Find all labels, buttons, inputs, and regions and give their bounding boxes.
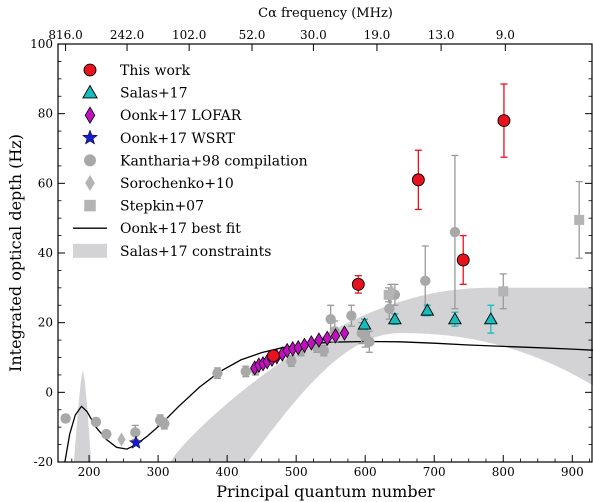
top-tick-label: 30.0 bbox=[300, 28, 327, 42]
salas-constraint-band-secondary bbox=[73, 369, 92, 462]
y-tick-label: 80 bbox=[38, 107, 53, 121]
x-tick-label: 400 bbox=[216, 465, 239, 479]
marker-kantharia-98-compilation bbox=[101, 428, 112, 440]
marker-oonk-17-wsrt bbox=[81, 129, 99, 145]
marker-kantharia-98-compilation bbox=[240, 366, 251, 377]
top-tick-label: 102.0 bbox=[172, 28, 206, 42]
marker-this-work bbox=[351, 277, 365, 291]
marker-oonk-17-lofar bbox=[306, 335, 317, 351]
marker-kantharia-98-compilation bbox=[346, 310, 357, 321]
marker-stepkin-07 bbox=[84, 199, 96, 212]
marker-stepkin-07 bbox=[574, 214, 585, 225]
legend-label: Oonk+17 WSRT bbox=[120, 131, 236, 147]
y-tick-label: 40 bbox=[38, 246, 53, 260]
legend-label: Oonk+17 LOFAR bbox=[120, 108, 242, 124]
data-markers bbox=[60, 114, 585, 449]
top-tick-label: 816.0 bbox=[48, 28, 82, 42]
y-tick-label: 100 bbox=[30, 37, 53, 51]
axis-ticks bbox=[58, 43, 592, 463]
marker-this-work bbox=[83, 63, 97, 77]
marker-kantharia-98-compilation bbox=[449, 226, 461, 238]
marker-salas-17 bbox=[483, 312, 498, 325]
x-tick-label: 900 bbox=[561, 465, 584, 479]
y-tick-label: -20 bbox=[34, 455, 53, 469]
top-axis-label: Cα frequency (MHz) bbox=[258, 6, 393, 21]
x-tick-label: 200 bbox=[78, 465, 101, 479]
marker-kantharia-98-compilation bbox=[84, 154, 96, 167]
marker-kantharia-98-compilation bbox=[325, 313, 336, 325]
y-tick-label: 20 bbox=[38, 316, 53, 330]
top-tick-label: 52.0 bbox=[239, 28, 266, 42]
marker-kantharia-98-compilation bbox=[130, 427, 141, 438]
marker-oonk-17-lofar bbox=[330, 328, 341, 344]
marker-salas-17 bbox=[82, 84, 98, 99]
x-axis-label: Principal quantum number bbox=[216, 482, 435, 501]
marker-kantharia-98-compilation bbox=[60, 413, 71, 424]
marker-kantharia-98-compilation bbox=[159, 418, 170, 429]
legend-label: Oonk+17 best fit bbox=[120, 221, 241, 237]
top-tick-label: 19.0 bbox=[364, 28, 391, 42]
marker-kantharia-98-compilation bbox=[90, 416, 102, 428]
legend-label: Salas+17 constraints bbox=[120, 244, 271, 260]
legend-label: This work bbox=[120, 63, 191, 79]
x-tick-label: 500 bbox=[285, 465, 308, 479]
marker-kantharia-98-compilation bbox=[318, 345, 329, 356]
marker-salas-17 bbox=[357, 317, 372, 330]
marker-kantharia-98-compilation bbox=[420, 275, 431, 287]
legend-label: Kantharia+98 compilation bbox=[120, 153, 308, 169]
x-tick-label: 700 bbox=[423, 465, 446, 479]
x-tick-label: 600 bbox=[354, 465, 377, 479]
legend-label: Sorochenko+10 bbox=[120, 176, 234, 192]
top-tick-label: 13.0 bbox=[428, 28, 455, 42]
marker-kantharia-98-compilation bbox=[212, 367, 223, 379]
marker-stepkin-07 bbox=[383, 289, 394, 300]
x-tick-label: 800 bbox=[492, 465, 515, 479]
marker-kantharia-98-compilation bbox=[364, 336, 375, 348]
marker-this-work bbox=[411, 173, 425, 187]
marker-salas-17 bbox=[420, 303, 435, 316]
legend-label: Stepkin+07 bbox=[120, 199, 204, 215]
x-tick-label: 300 bbox=[147, 465, 170, 479]
y-axis-label: Integrated optical depth (Hz) bbox=[6, 134, 25, 372]
marker-sorochenko-10 bbox=[85, 174, 95, 192]
marker-kantharia-98-compilation bbox=[286, 355, 297, 367]
marker-oonk-17-lofar bbox=[339, 325, 350, 341]
legend: This work Salas+17 Oonk+17 LOFAR Oonk+17 WS… bbox=[73, 63, 308, 260]
marker-this-work bbox=[266, 349, 280, 363]
y-tick-label: 0 bbox=[45, 385, 53, 399]
marker-oonk-17-lofar bbox=[84, 106, 96, 125]
legend-band-swatch bbox=[73, 243, 107, 258]
marker-kantharia-98-compilation bbox=[384, 303, 395, 314]
constraint-band bbox=[73, 287, 593, 462]
y-tick-label: 60 bbox=[38, 176, 53, 190]
marker-salas-17 bbox=[447, 312, 462, 325]
marker-this-work bbox=[497, 114, 511, 128]
marker-this-work bbox=[456, 253, 470, 267]
marker-salas-17 bbox=[387, 312, 402, 325]
marker-sorochenko-10 bbox=[117, 432, 126, 447]
top-tick-label: 242.0 bbox=[110, 28, 144, 42]
legend-label: Salas+17 bbox=[120, 86, 188, 102]
tick-labels: 200 300 400 500 600 700 800 900 -20 0 20 40 60 80 1008… bbox=[30, 28, 584, 479]
marker-stepkin-07 bbox=[498, 286, 509, 297]
top-tick-label: 9.0 bbox=[496, 28, 515, 42]
marker-oonk-17-lofar bbox=[322, 330, 332, 347]
marker-oonk-17-wsrt bbox=[128, 435, 144, 449]
salas-constraint-band-main bbox=[170, 287, 593, 462]
marker-oonk-17-lofar bbox=[314, 332, 324, 348]
